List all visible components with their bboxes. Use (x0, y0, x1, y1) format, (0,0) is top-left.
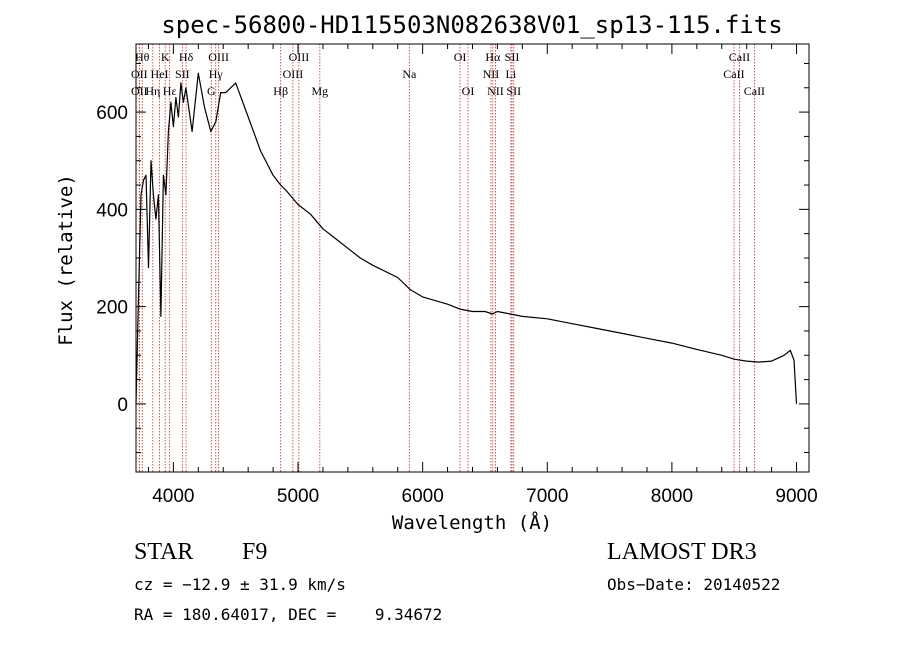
emission-line-label: NII (487, 84, 504, 98)
emission-line-label: Li (506, 67, 517, 81)
x-tick-label: 8000 (651, 486, 693, 507)
emission-line-label: OIII (283, 67, 304, 81)
emission-line-label: G (207, 84, 216, 98)
spectrum-line (135, 72, 798, 404)
emission-line-label: Hθ (135, 50, 150, 64)
axis-ticks (136, 44, 809, 472)
y-axis-label: Flux (relative) (55, 174, 77, 346)
redshift-velocity: cz = −12.9 ± 31.9 km/s (134, 575, 346, 594)
x-tick-label: 5000 (277, 486, 319, 507)
x-axis-label: Wavelength (Å) (392, 511, 552, 534)
chart-title: spec-56800-HD115503N082638V01_sp13-115.f… (161, 11, 782, 39)
emission-line-label: OII (131, 84, 148, 98)
x-tick-label: 9000 (775, 486, 817, 507)
emission-line-label: SII (505, 50, 520, 64)
emission-line-label: HeI (151, 67, 169, 81)
x-tick-labels: 4000 5000 6000 7000 8000 9000 (152, 486, 817, 507)
emission-line-markers (138, 44, 755, 472)
emission-line-label: CaII (744, 84, 765, 98)
emission-line-label: CaII (729, 50, 750, 64)
emission-line-label: K (161, 50, 170, 64)
object-type: STAR (134, 539, 193, 565)
emission-line-label: NII (483, 67, 500, 81)
emission-line-label: SII (506, 84, 521, 98)
y-tick-label: 400 (96, 200, 128, 221)
y-tick-labels: 0 200 400 600 (96, 103, 128, 416)
survey-name: LAMOST DR3 (607, 539, 757, 565)
emission-line-label: Hγ (209, 67, 224, 81)
emission-line-label: Mg (311, 84, 328, 98)
observation-date: Obs−Date: 20140522 (607, 575, 780, 594)
emission-line-label: Na (402, 67, 417, 81)
emission-line-label: Hβ (273, 84, 288, 98)
emission-line-label: OI (454, 50, 467, 64)
y-tick-label: 600 (96, 103, 128, 124)
emission-line-label: CaII (723, 67, 744, 81)
emission-line-labels: OIIHθOIIHηHeIKHεSIIHδGHγOIIIHβOIIIOIIIMg… (131, 50, 765, 98)
plot-frame (135, 43, 810, 473)
emission-line-label: Hη (145, 84, 160, 98)
emission-line-label: OI (462, 84, 475, 98)
emission-line-label: SII (175, 67, 190, 81)
spectrum-series (135, 72, 798, 404)
y-tick-label: 200 (96, 298, 128, 319)
emission-line-label: Hε (163, 84, 177, 98)
emission-line-label: OII (131, 67, 148, 81)
sky-coordinates: RA = 180.64017, DEC = 9.34672 (134, 605, 442, 624)
x-tick-label: 7000 (526, 486, 568, 507)
emission-line-label: Hα (485, 50, 501, 64)
emission-line-label: OIII (289, 50, 310, 64)
emission-line-label: OIII (208, 50, 229, 64)
object-subclass: F9 (242, 539, 267, 565)
x-tick-label: 6000 (402, 486, 444, 507)
y-tick-label: 0 (117, 395, 128, 416)
emission-line-label: Hδ (179, 50, 194, 64)
x-tick-label: 4000 (152, 486, 194, 507)
